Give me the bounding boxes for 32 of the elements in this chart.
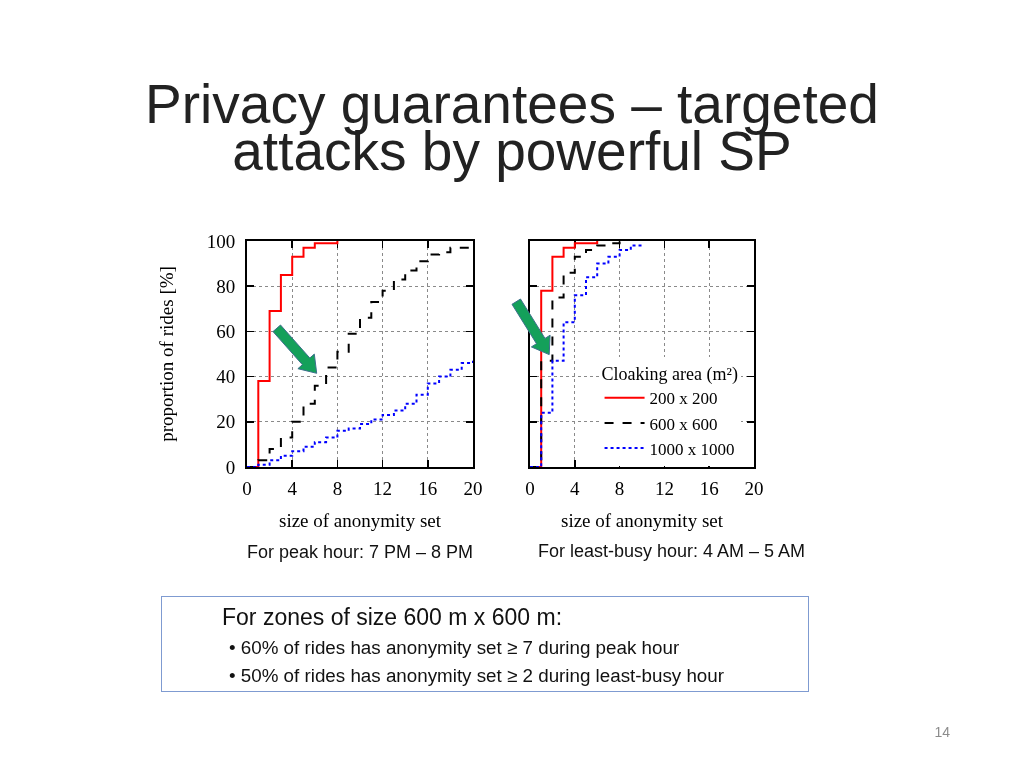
legend-label: 200 x 200 bbox=[649, 389, 718, 409]
legend-label: 1000 x 1000 bbox=[649, 439, 735, 459]
x-axis-title: size of anonymity set bbox=[561, 510, 724, 532]
x-tick-label: 12 bbox=[373, 477, 393, 499]
x-tick-label: 20 bbox=[744, 477, 764, 499]
text: For least-busy hour: 4 AM – 5 AM bbox=[538, 541, 806, 561]
text: • 50% of rides has anonymity set ≥ 2 during least-busy hour bbox=[229, 664, 725, 688]
x-tick-label: 8 bbox=[614, 477, 625, 499]
text: 14 bbox=[934, 724, 950, 740]
y-tick-label: 60 bbox=[216, 321, 236, 343]
y-axis-title: proportion of rides [%] bbox=[156, 266, 178, 442]
legend-title: Cloaking area (m²) bbox=[601, 364, 738, 386]
text: • 60% of rides has anonymity set ≥ 7 during peak hour bbox=[229, 636, 681, 660]
x-tick-label: 0 bbox=[242, 477, 252, 499]
x-tick-label: 16 bbox=[418, 477, 438, 499]
y-tick-label: 80 bbox=[216, 275, 236, 297]
y-tick-label: 20 bbox=[216, 411, 236, 433]
y-tick-label: 0 bbox=[225, 456, 236, 478]
x-tick-label: 8 bbox=[332, 477, 343, 499]
legend-label: 600 x 600 bbox=[649, 414, 718, 434]
x-tick-label: 20 bbox=[463, 477, 483, 499]
x-tick-label: 4 bbox=[570, 477, 581, 499]
text: For peak hour: 7 PM – 8 PM bbox=[247, 542, 474, 562]
x-axis-title: size of anonymity set bbox=[279, 510, 442, 532]
x-tick-label: 16 bbox=[699, 477, 719, 499]
text: For zones of size 600 m x 600 m: bbox=[222, 604, 563, 631]
y-tick-label: 40 bbox=[216, 366, 236, 388]
x-tick-label: 4 bbox=[287, 477, 298, 499]
y-tick-label: 100 bbox=[206, 230, 236, 252]
x-tick-label: 12 bbox=[654, 477, 674, 499]
x-tick-label: 0 bbox=[525, 477, 535, 499]
chart-title: Privacy guarantees – targeted attacks by powerful SP bbox=[144, 73, 880, 182]
